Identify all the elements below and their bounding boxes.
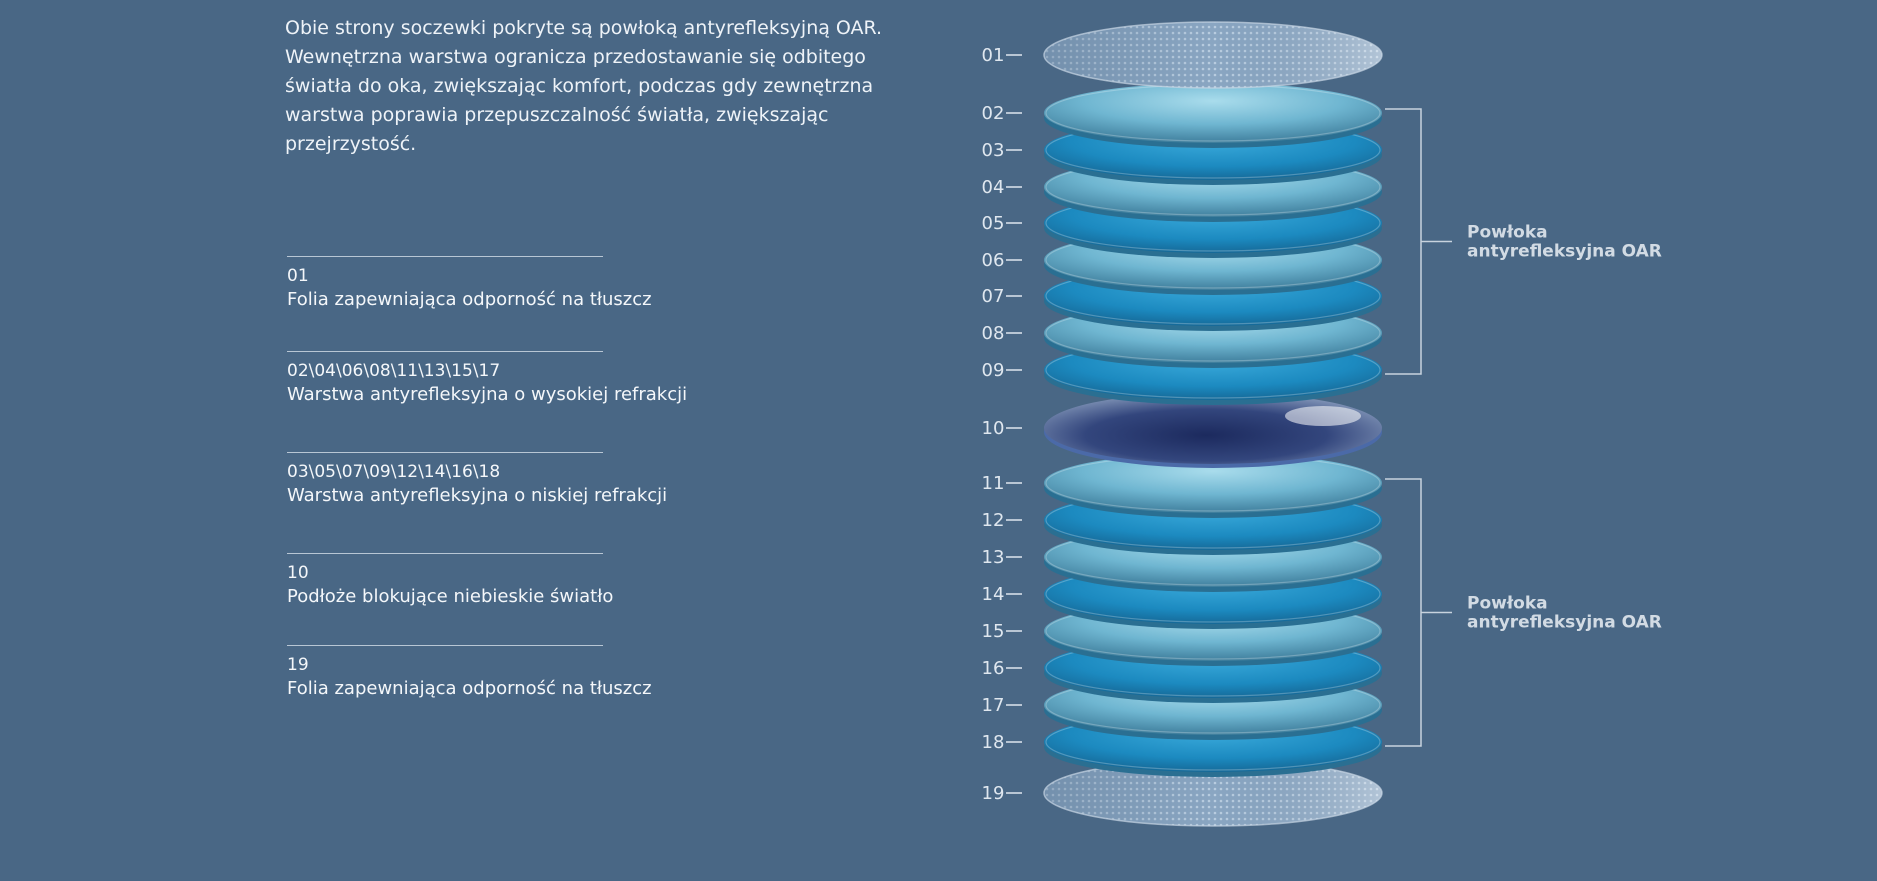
bracket-label-line1: Powłoka <box>1467 223 1548 243</box>
layer-number-label: 18 <box>982 732 1005 753</box>
intro-paragraph: Obie strony soczewki pokryte są powłoką … <box>285 17 883 155</box>
layer-number-label: 13 <box>982 547 1005 568</box>
film-rim <box>1043 21 1383 89</box>
legend-description: Folia zapewniająca odporność na tłuszcz <box>287 289 652 310</box>
lens-layer-11: 11 <box>982 453 1382 518</box>
film-sheen <box>1044 760 1382 826</box>
legend-item-film-bottom: 19 Folia zapewniająca odporność na tłusz… <box>287 645 652 702</box>
legend-description: Podłoże blokujące niebieskie światło <box>287 586 614 607</box>
disc-face <box>1044 83 1382 143</box>
lens-layer-01: 01 <box>982 21 1383 89</box>
bracket-label-line2: antyrefleksyjna OAR <box>1467 242 1662 262</box>
layer-number-label: 08 <box>982 323 1005 344</box>
layer-number-label: 06 <box>982 250 1005 271</box>
layer-number-label: 16 <box>982 658 1005 679</box>
legend-divider <box>287 256 603 257</box>
bracket-line <box>1385 108 1422 375</box>
legend-divider <box>287 351 603 352</box>
legend-divider <box>287 645 603 646</box>
film-sheen <box>1044 22 1382 88</box>
layer-number-label: 04 <box>982 177 1005 198</box>
legend-number: 10 <box>287 563 309 583</box>
legend-number: 02\04\06\08\11\13\15\17 <box>287 361 501 381</box>
lens-layer-02: 02 <box>982 83 1382 148</box>
legend-item-film-top: 01 Folia zapewniająca odporność na tłusz… <box>287 256 652 313</box>
legend-divider <box>287 553 603 554</box>
layer-number-label: 19 <box>982 783 1005 804</box>
layer-number-label: 12 <box>982 510 1005 531</box>
disc-face <box>1044 453 1382 513</box>
layer-number-label: 15 <box>982 621 1005 642</box>
bracket-label-line1: Powłoka <box>1467 594 1548 614</box>
layer-number-label: 05 <box>982 213 1005 234</box>
layer-number-label: 02 <box>982 103 1005 124</box>
substrate-highlight <box>1285 406 1361 426</box>
legend-item-low-refraction: 03\05\07\09\12\14\16\18 Warstwa antyrefl… <box>287 452 668 509</box>
layer-number-label: 07 <box>982 286 1005 307</box>
layer-number-label: 01 <box>982 45 1005 66</box>
layer-number-label: 09 <box>982 360 1005 381</box>
legend-description: Warstwa antyrefleksyjna o wysokiej refra… <box>287 384 688 405</box>
bracket-label-line2: antyrefleksyjna OAR <box>1467 613 1662 633</box>
legend-divider <box>287 452 603 453</box>
lens-layer-10: 10 <box>982 392 1382 468</box>
layer-number-label: 17 <box>982 695 1005 716</box>
layer-number-label: 14 <box>982 584 1005 605</box>
layer-number-label: 03 <box>982 140 1005 161</box>
legend-number: 03\05\07\09\12\14\16\18 <box>287 462 501 482</box>
legend-item-high-refraction: 02\04\06\08\11\13\15\17 Warstwa antyrefl… <box>287 351 688 408</box>
legend-description: Folia zapewniająca odporność na tłuszcz <box>287 678 652 699</box>
bracket-line <box>1385 478 1422 747</box>
legend-number: 01 <box>287 266 309 286</box>
legend-description: Warstwa antyrefleksyjna o niskiej refrak… <box>287 485 668 506</box>
lens-layer-19: 19 <box>982 759 1383 827</box>
layer-number-label: 10 <box>982 418 1005 439</box>
legend-item-substrate: 10 Podłoże blokujące niebieskie światło <box>287 553 617 610</box>
layer-number-label: 11 <box>982 473 1005 494</box>
legend-number: 19 <box>287 655 309 675</box>
